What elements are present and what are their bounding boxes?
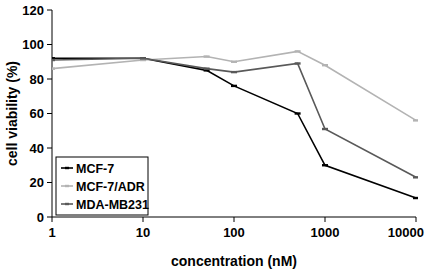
- data-point: [322, 64, 328, 66]
- data-point: [413, 176, 418, 178]
- x-tick-label: 10000: [388, 225, 424, 240]
- legend-marker: [65, 185, 69, 187]
- legend-swatch: [61, 185, 73, 187]
- y-tick-label: 40: [30, 141, 44, 156]
- y-tick-label: 60: [30, 106, 44, 121]
- x-axis-label: concentration (nM): [171, 253, 297, 269]
- legend-swatch: [61, 167, 73, 169]
- data-point: [140, 57, 146, 59]
- legend-marker: [65, 167, 69, 169]
- y-axis-label: cell viability (%): [4, 61, 20, 166]
- data-point: [413, 119, 418, 121]
- y-tick-label: 100: [22, 37, 44, 52]
- legend-label: MCF-7: [76, 162, 114, 176]
- data-point: [322, 164, 328, 166]
- x-tick: [416, 217, 417, 222]
- y-tick: [47, 148, 52, 149]
- y-tick: [47, 10, 52, 11]
- chart-container: 020406080100120110100100010000concentrat…: [0, 0, 425, 278]
- data-point: [322, 128, 328, 130]
- y-tick: [47, 113, 52, 114]
- legend-swatch: [61, 203, 73, 205]
- series-line: [52, 51, 416, 120]
- data-point: [231, 61, 237, 63]
- x-tick-label: 10: [136, 225, 150, 240]
- legend-marker: [65, 203, 69, 205]
- data-point: [413, 197, 418, 199]
- x-tick: [325, 217, 326, 222]
- legend: MCF-7 MCF-7/ADR MDA-MB231: [56, 157, 149, 215]
- data-point: [295, 62, 301, 64]
- data-point: [231, 71, 237, 73]
- data-point: [231, 85, 237, 87]
- x-tick: [52, 217, 53, 222]
- data-point: [204, 55, 210, 57]
- y-tick-label: 0: [37, 210, 44, 225]
- legend-label: MCF-7/ADR: [76, 180, 145, 194]
- data-point: [204, 67, 210, 69]
- chart-svg: 020406080100120110100100010000concentrat…: [0, 0, 425, 278]
- y-tick-label: 120: [22, 3, 44, 18]
- x-tick-label: 1: [48, 225, 55, 240]
- y-tick-label: 80: [30, 72, 44, 87]
- y-tick: [47, 79, 52, 80]
- y-tick: [47, 182, 52, 183]
- y-tick: [47, 44, 52, 45]
- data-point: [295, 112, 301, 114]
- legend-box: [56, 157, 148, 215]
- legend-label: MDA-MB231: [76, 198, 149, 212]
- data-point: [52, 59, 55, 61]
- x-tick-label: 1000: [311, 225, 340, 240]
- data-point: [295, 50, 301, 52]
- x-tick: [143, 217, 144, 222]
- y-tick: [47, 217, 52, 218]
- x-tick-label: 100: [223, 225, 245, 240]
- x-tick: [234, 217, 235, 222]
- y-tick-label: 20: [30, 175, 44, 190]
- data-point: [52, 67, 55, 69]
- data-point: [140, 57, 146, 59]
